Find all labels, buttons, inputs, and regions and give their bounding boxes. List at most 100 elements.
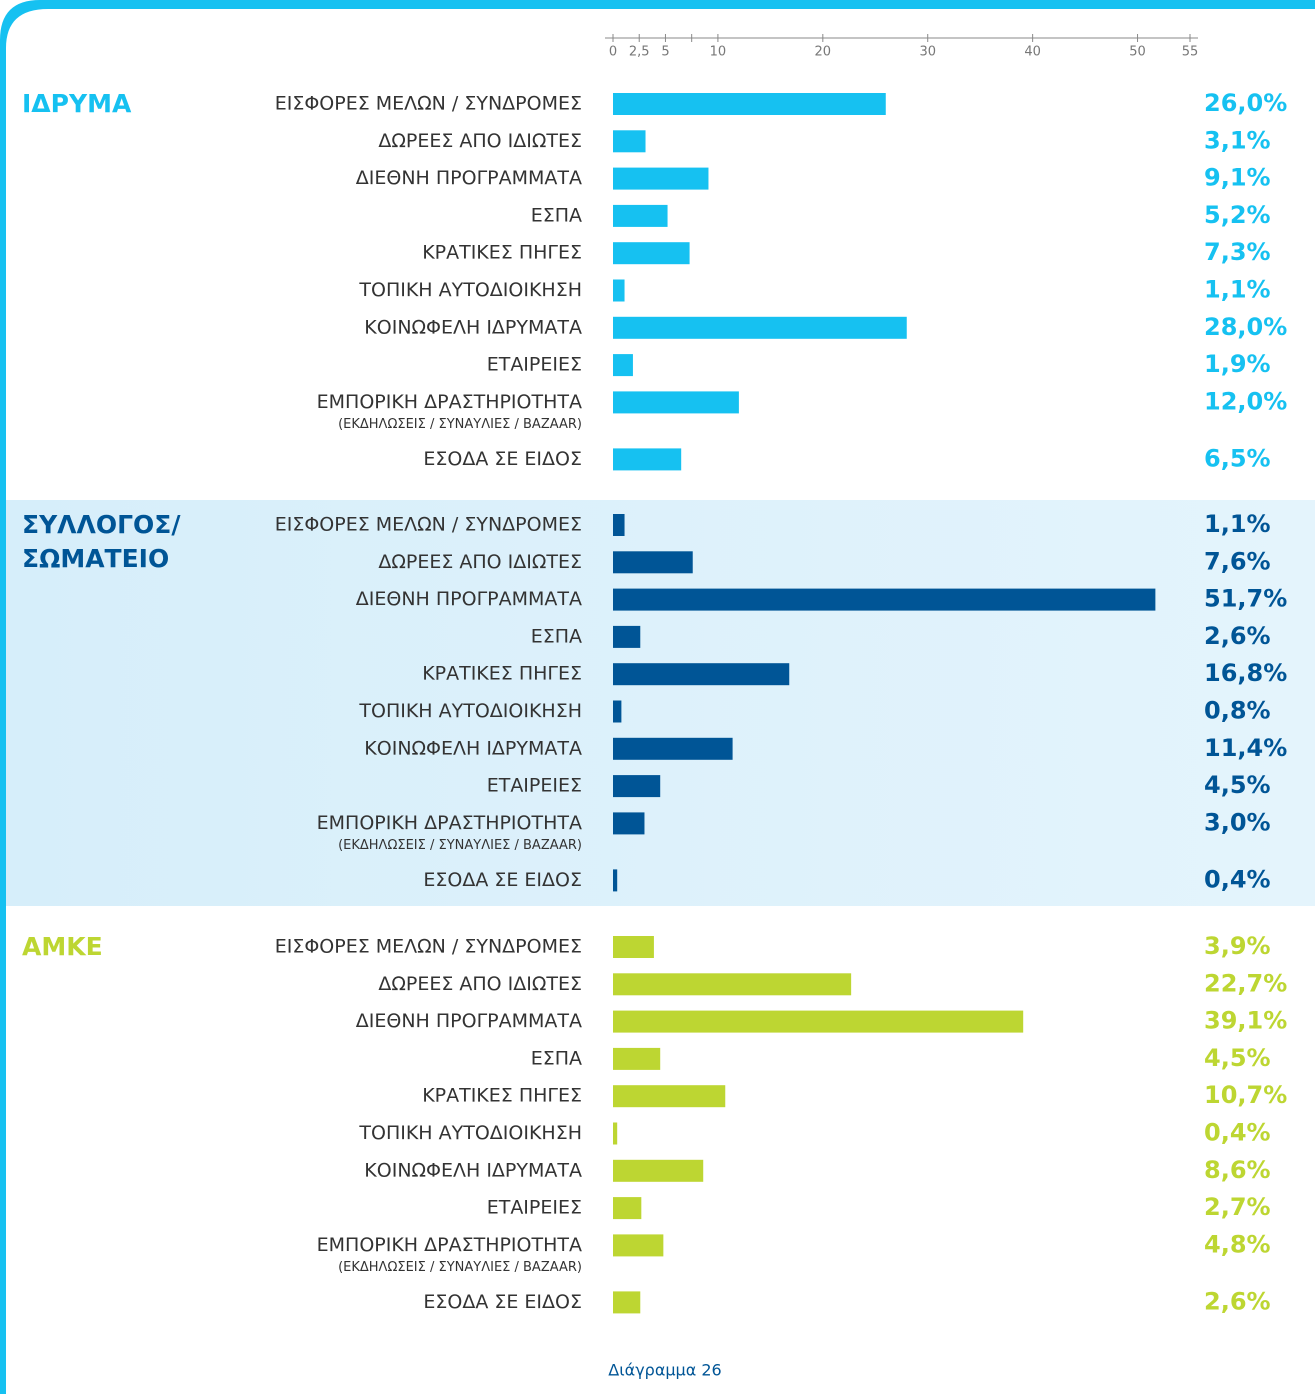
value-label: 1,1%: [1204, 510, 1271, 538]
value-label: 12,0%: [1204, 387, 1287, 415]
value-label: 11,4%: [1204, 734, 1287, 762]
bar: [613, 663, 790, 686]
category-label: ΚΟΙΝΩΦΕΛΗ ΙΔΡΥΜΑΤΑ: [364, 316, 582, 338]
bar: [613, 1291, 641, 1314]
category-label: ΕΙΣΦΟΡΕΣ ΜΕΛΩΝ / ΣΥΝΔΡΟΜΕΣ: [275, 514, 582, 536]
series-name: ΑΜΚΕ: [22, 932, 103, 961]
category-label: ΕΜΠΟΡΙΚΗ ΔΡΑΣΤΗΡΙΟΤΗΤΑ: [317, 812, 582, 834]
value-label: 5,2%: [1204, 201, 1271, 229]
category-note: (ΕΚΔΗΛΩΣΕΙΣ / ΣΥΝΑΥΛΙΕΣ / BAZAAR): [338, 417, 582, 432]
bar: [613, 869, 618, 892]
bar: [613, 973, 852, 996]
value-label: 2,7%: [1204, 1193, 1271, 1221]
category-label: ΕΜΠΟΡΙΚΗ ΔΡΑΣΤΗΡΙΟΤΗΤΑ: [317, 391, 582, 413]
value-label: 1,9%: [1204, 350, 1271, 378]
value-label: 0,4%: [1204, 1119, 1271, 1147]
bar: [613, 279, 625, 302]
bar: [613, 93, 886, 115]
category-label: ΕΣΟΔΑ ΣΕ ΕΙΔΟΣ: [423, 1291, 582, 1313]
value-label: 4,8%: [1204, 1230, 1271, 1258]
value-label: 8,6%: [1204, 1156, 1271, 1184]
bar: [613, 204, 668, 227]
value-label: 2,6%: [1204, 622, 1271, 650]
category-label: ΕΙΣΦΟΡΕΣ ΜΕΛΩΝ / ΣΥΝΔΡΟΜΕΣ: [275, 93, 582, 115]
value-label: 16,8%: [1204, 659, 1287, 687]
bar: [613, 1047, 661, 1070]
category-label: ΕΙΣΦΟΡΕΣ ΜΕΛΩΝ / ΣΥΝΔΡΟΜΕΣ: [275, 936, 582, 958]
value-label: 0,8%: [1204, 697, 1271, 725]
bar: [613, 167, 709, 190]
value-label: 39,1%: [1204, 1007, 1287, 1035]
category-label: ΕΜΠΟΡΙΚΗ ΔΡΑΣΤΗΡΙΟΤΗΤΑ: [317, 1234, 582, 1256]
bar: [613, 1234, 664, 1257]
bar: [613, 242, 690, 265]
x-tick-label: 30: [919, 45, 936, 60]
bar: [613, 737, 733, 760]
category-label: ΤΟΠΙΚΗ ΑΥΤΟΔΙΟΙΚΗΣΗ: [358, 279, 582, 301]
x-tick-label: 55: [1182, 45, 1199, 60]
category-label: ΔΙΕΘΝΗ ΠΡΟΓΡΑΜΜΑΤΑ: [356, 167, 582, 189]
bar: [613, 588, 1156, 611]
value-label: 1,1%: [1204, 276, 1271, 304]
category-label: ΕΤΑΙΡΕΙΕΣ: [487, 775, 582, 797]
category-label: ΔΙΕΘΝΗ ΠΡΟΓΡΑΜΜΑΤΑ: [356, 1010, 582, 1032]
x-tick-label: 2,5: [629, 45, 650, 60]
x-tick-label: 20: [815, 45, 832, 60]
category-label: ΤΟΠΙΚΗ ΑΥΤΟΔΙΟΙΚΗΣΗ: [358, 700, 582, 722]
value-label: 51,7%: [1204, 585, 1287, 613]
series-name: ΣΥΛΛΟΓΟΣ/ ΣΩΜΑΤΕΙΟ: [22, 510, 181, 573]
category-label: ΔΙΕΘΝΗ ΠΡΟΓΡΑΜΜΑΤΑ: [356, 588, 582, 610]
value-label: 7,6%: [1204, 547, 1271, 575]
value-label: 3,0%: [1204, 808, 1271, 836]
category-label: ΔΩΡΕΕΣ ΑΠΟ ΙΔΙΩΤΕΣ: [378, 973, 582, 995]
category-note: (ΕΚΔΗΛΩΣΕΙΣ / ΣΥΝΑΥΛΙΕΣ / BAZAAR): [338, 1260, 582, 1275]
value-label: 4,5%: [1204, 1044, 1271, 1072]
x-tick-label: 50: [1129, 45, 1146, 60]
category-label: ΚΡΑΤΙΚΕΣ ΠΗΓΕΣ: [422, 1085, 582, 1107]
bar: [613, 936, 654, 958]
bar: [613, 812, 645, 835]
value-label: 3,1%: [1204, 126, 1271, 154]
x-tick-label: 0: [609, 45, 617, 60]
caption: Διάγραμμα 26: [608, 1361, 721, 1380]
category-label: ΕΣΟΔΑ ΣΕ ΕΙΔΟΣ: [423, 869, 582, 891]
bar: [613, 1159, 704, 1182]
value-label: 6,5%: [1204, 444, 1271, 472]
bar: [613, 391, 739, 414]
bar: [613, 551, 693, 574]
series-name: ΙΔΡΥΜΑ: [22, 89, 132, 118]
bar: [613, 1085, 726, 1108]
value-label: 7,3%: [1204, 238, 1271, 266]
value-label: 3,9%: [1204, 932, 1271, 960]
category-label: ΤΟΠΙΚΗ ΑΥΤΟΔΙΟΙΚΗΣΗ: [358, 1122, 582, 1144]
bar: [613, 1122, 618, 1145]
category-label: ΔΩΡΕΕΣ ΑΠΟ ΙΔΙΩΤΕΣ: [378, 130, 582, 152]
bar: [613, 775, 661, 798]
value-label: 0,4%: [1204, 865, 1271, 893]
category-note: (ΕΚΔΗΛΩΣΕΙΣ / ΣΥΝΑΥΛΙΕΣ / BAZAAR): [338, 838, 582, 853]
category-label: ΕΣΠΑ: [531, 204, 582, 226]
bar: [613, 448, 682, 471]
category-label: ΕΣΠΑ: [531, 1047, 582, 1069]
value-label: 26,0%: [1204, 89, 1287, 117]
bar: [613, 625, 641, 648]
value-label: 9,1%: [1204, 164, 1271, 192]
bar: [613, 316, 907, 339]
category-label: ΕΤΑΙΡΕΙΕΣ: [487, 1197, 582, 1219]
value-label: 28,0%: [1204, 313, 1287, 341]
category-label: ΔΩΡΕΕΣ ΑΠΟ ΙΔΙΩΤΕΣ: [378, 551, 582, 573]
value-label: 2,6%: [1204, 1287, 1271, 1315]
category-label: ΚΟΙΝΩΦΕΛΗ ΙΔΡΥΜΑΤΑ: [364, 1159, 582, 1181]
bar: [613, 354, 633, 377]
bar: [613, 514, 625, 536]
bar: [613, 1010, 1024, 1033]
category-label: ΕΤΑΙΡΕΙΕΣ: [487, 354, 582, 376]
bar: [613, 130, 646, 153]
category-label: ΚΡΑΤΙΚΕΣ ΠΗΓΕΣ: [422, 242, 582, 264]
bar: [613, 1197, 642, 1220]
category-label: ΚΟΙΝΩΦΕΛΗ ΙΔΡΥΜΑΤΑ: [364, 737, 582, 759]
category-label: ΚΡΑΤΙΚΕΣ ΠΗΓΕΣ: [422, 663, 582, 685]
value-label: 22,7%: [1204, 969, 1287, 997]
x-tick-label: 10: [710, 45, 727, 60]
